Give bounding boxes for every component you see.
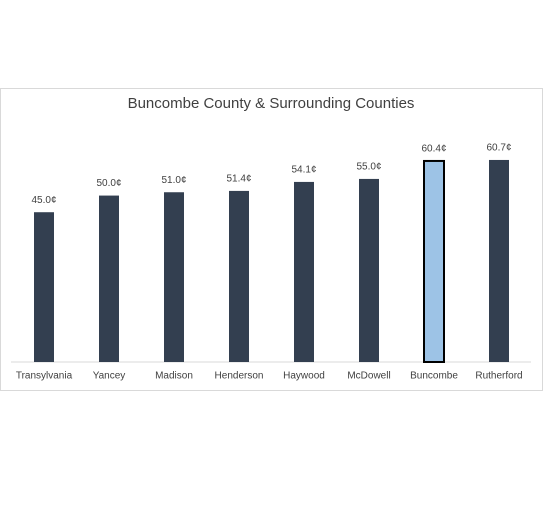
x-tick-label: Yancey (93, 371, 126, 382)
bar (423, 159, 445, 363)
x-tick-label: Rutherford (475, 371, 522, 382)
value-label: 54.1¢ (291, 165, 316, 176)
x-tick-label: Haywood (283, 371, 325, 382)
x-tick-label: Madison (155, 371, 193, 382)
bar (294, 181, 314, 362)
bar (359, 178, 379, 362)
x-tick-label: Transylvania (16, 371, 73, 382)
bar (489, 159, 509, 362)
value-label: 51.0¢ (161, 175, 186, 186)
value-label: 60.7¢ (486, 143, 511, 154)
value-label: 45.0¢ (31, 195, 56, 206)
x-tick-label: McDowell (347, 371, 390, 382)
bar (229, 190, 249, 362)
value-label: 50.0¢ (96, 178, 121, 189)
chart-border (0, 88, 543, 391)
bar (99, 195, 119, 362)
x-tick-label: Buncombe (410, 371, 458, 382)
value-label: 51.4¢ (226, 174, 251, 185)
chart-title: Buncombe County & Surrounding Counties (128, 95, 415, 112)
x-tick-label: Henderson (215, 371, 264, 382)
bar (164, 192, 184, 362)
value-label: 55.0¢ (356, 162, 381, 173)
bar (34, 212, 54, 362)
value-label: 60.4¢ (421, 144, 446, 155)
